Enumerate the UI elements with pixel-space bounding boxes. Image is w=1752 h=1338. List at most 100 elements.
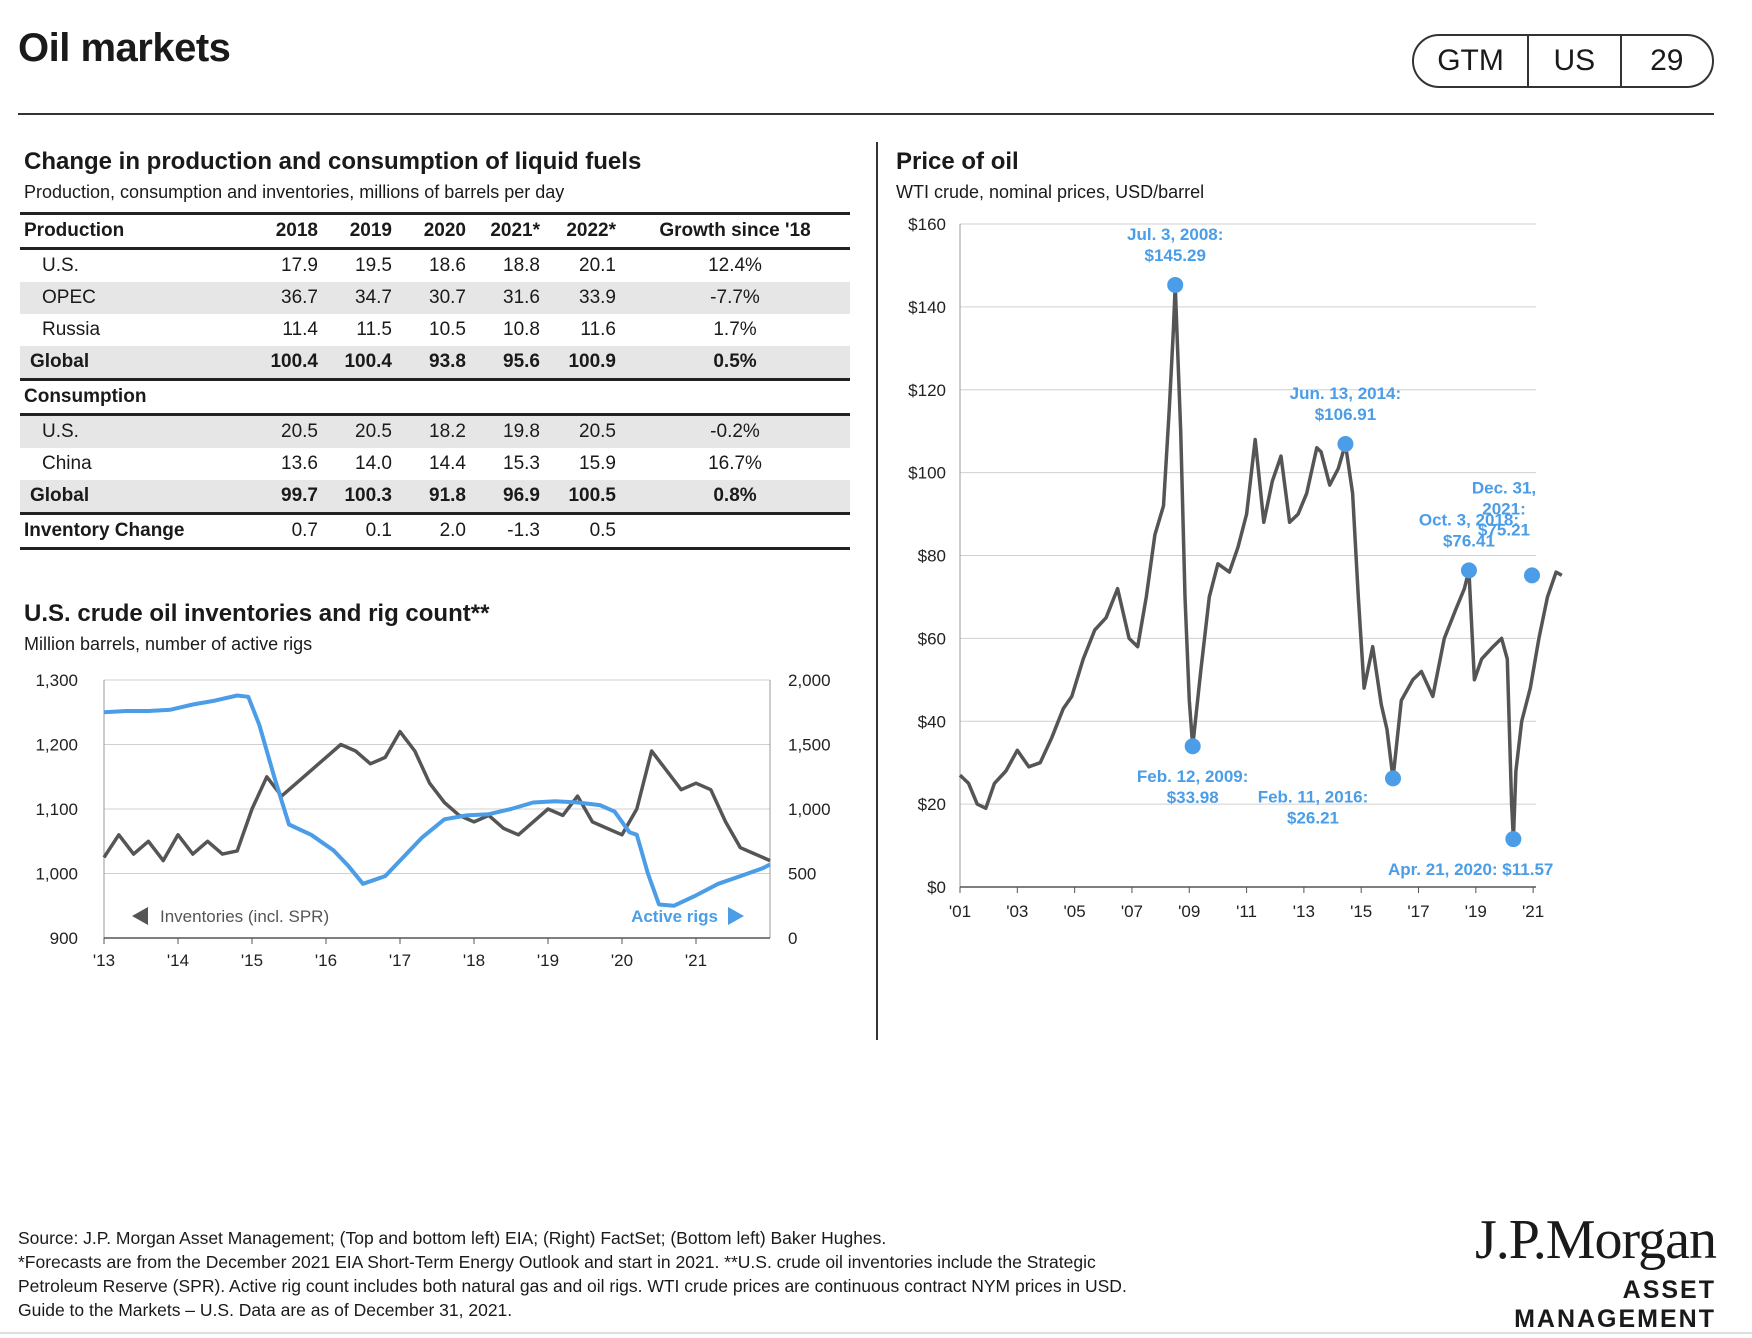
page-title: Oil markets: [18, 26, 231, 70]
x-tick-label: '13: [93, 951, 115, 970]
annotation-label: Apr. 21, 2020: $11.57: [1388, 860, 1553, 879]
table-cell: 33.9: [544, 282, 620, 314]
table-subtitle: Production, consumption and inventories,…: [24, 182, 565, 202]
table-cell: 11.4: [282, 319, 318, 340]
badge-region: US: [1527, 36, 1619, 86]
table-cell: 16.7%: [708, 453, 762, 474]
table-cell: 20.1: [579, 255, 616, 276]
annotation-label: Oct. 3, 2018:: [1419, 510, 1519, 529]
x-tick-label: '03: [1006, 902, 1028, 921]
annotation-label: $75.21: [1478, 520, 1530, 539]
top-divider: [18, 113, 1714, 115]
table-cell: U.S.: [20, 414, 240, 448]
table-row: China 13.6 14.0 14.4 15.3 15.9 16.7%: [20, 448, 850, 480]
bottom-divider: [0, 1332, 1752, 1334]
table-header-cell: 2020: [396, 212, 470, 250]
x-tick-label: '19: [1465, 902, 1487, 921]
table-cell: -1.3: [470, 513, 544, 550]
x-tick-label: '15: [241, 951, 263, 970]
table-title: Change in production and consumption of …: [24, 148, 642, 175]
legend-label: Active rigs: [631, 907, 718, 926]
x-tick-label: '16: [315, 951, 337, 970]
y-left-tick-label: 1,200: [35, 736, 78, 755]
table-header-cell: 2019: [322, 212, 396, 250]
table-header-cell: 2022*: [544, 212, 620, 250]
series-line: [103, 693, 771, 908]
table-cell: 100.5: [544, 480, 620, 515]
series-line: [102, 729, 771, 863]
table-header-cell: Production: [20, 212, 240, 250]
logo-subtitle: ASSET MANAGEMENT: [1514, 1276, 1716, 1333]
annotation-label: $145.29: [1144, 246, 1205, 265]
x-tick-label: '17: [1407, 902, 1429, 921]
table-total-row: Global 99.7 100.3 91.8 96.9 100.5 0.8%: [20, 480, 850, 515]
legend-right-arrow-icon: [728, 907, 744, 925]
x-tick-label: '09: [1178, 902, 1200, 921]
annotation-label: Feb. 11, 2016:: [1258, 787, 1369, 806]
table-total-row: Global 100.4 100.4 93.8 95.6 100.9 0.5%: [20, 346, 850, 381]
y-tick-label: $60: [918, 629, 946, 648]
annotation-label: Jun. 13, 2014:: [1290, 384, 1402, 403]
x-tick-label: '21: [685, 951, 707, 970]
table-cell: 2.0: [396, 513, 470, 550]
table-cell: 19.5: [355, 255, 392, 276]
annotation-marker: [1184, 738, 1201, 755]
y-right-tick-label: 0: [788, 929, 797, 948]
annotation-marker: [1385, 770, 1402, 787]
annotation-label: Jul. 3, 2008:: [1127, 225, 1223, 244]
table-cell: 31.6: [470, 282, 544, 314]
table-cell: Inventory Change: [20, 513, 240, 550]
annotation-marker: [1505, 831, 1522, 848]
legend-label: Inventories (incl. SPR): [160, 907, 329, 926]
table-cell: OPEC: [20, 282, 240, 314]
table-cell: 1.7%: [713, 319, 757, 340]
table-cell: 100.9: [544, 346, 620, 381]
jpmorgan-logo: J.P.Morgan ASSET MANAGEMENT: [1420, 1209, 1717, 1334]
table-cell: 96.9: [470, 480, 544, 515]
annotation-label: Dec. 31,: [1472, 478, 1536, 497]
table-cell: 20.5: [240, 414, 322, 448]
table-cell: U.S.: [42, 255, 79, 276]
table-cell: 0.7: [240, 513, 322, 550]
x-tick-label: '17: [389, 951, 411, 970]
table-cell: 18.6: [429, 255, 466, 276]
inventories-chart-subtitle: Million barrels, number of active rigs: [24, 634, 313, 654]
y-tick-label: $140: [908, 298, 946, 317]
vertical-divider: [876, 142, 878, 1040]
y-tick-label: $160: [908, 215, 946, 234]
liquid-fuels-table: Production 2018 2019 2020 2021* 2022* Gr…: [20, 212, 850, 550]
price-chart-subtitle: WTI crude, nominal prices, USD/barrel: [896, 182, 1205, 202]
inventories-chart-title: U.S. crude oil inventories and rig count…: [24, 600, 490, 627]
footnote-line: Source: J.P. Morgan Asset Management; (T…: [18, 1228, 887, 1248]
badge-gtm: GTM: [1437, 44, 1504, 77]
table-cell: 0.5: [544, 513, 620, 550]
y-right-tick-label: 1,000: [788, 800, 831, 819]
annotation-marker: [1460, 562, 1477, 579]
table-cell: 93.8: [396, 346, 470, 381]
x-tick-label: '13: [1293, 902, 1315, 921]
x-tick-label: '15: [1350, 902, 1372, 921]
table-header-cell: Growth since '18: [620, 212, 850, 250]
inventories-rig-chart: 900 1,000 1,100 1,200 1,300 0 500 1,000 1,500 2,0…: [35, 671, 831, 970]
table-cell: 13.6: [281, 453, 318, 474]
table-cell: 10.8: [503, 319, 540, 340]
table-cell: 0.8%: [620, 480, 850, 515]
table-cell: 36.7: [240, 282, 322, 314]
y-tick-label: $0: [927, 878, 946, 897]
y-tick-label: $100: [908, 464, 946, 483]
table-header-cell: 2018: [240, 212, 322, 250]
table-cell: 100.4: [322, 346, 396, 381]
y-left-tick-label: 1,100: [35, 800, 78, 819]
logo-name: J.P.Morgan: [1474, 1209, 1717, 1271]
y-right-tick-label: 2,000: [788, 671, 831, 690]
table-header-row: Production 2018 2019 2020 2021* 2022* Gr…: [20, 212, 850, 250]
annotation-label: $26.21: [1287, 808, 1339, 827]
footnote: Source: J.P. Morgan Asset Management; (T…: [18, 1226, 1398, 1322]
table-cell: 14.0: [355, 453, 392, 474]
y-left-tick-label: 1,000: [35, 865, 78, 884]
oil-price-chart: $0 $20 $40 $60 $80 $100 $120 $140 $160 '01 '03 '05 '…: [908, 215, 1563, 921]
table-cell: 30.7: [396, 282, 470, 314]
table-cell: 20.5: [322, 414, 396, 448]
footnote-line: Petroleum Reserve (SPR). Active rig coun…: [18, 1276, 1127, 1296]
table-cell: 99.7: [240, 480, 322, 515]
